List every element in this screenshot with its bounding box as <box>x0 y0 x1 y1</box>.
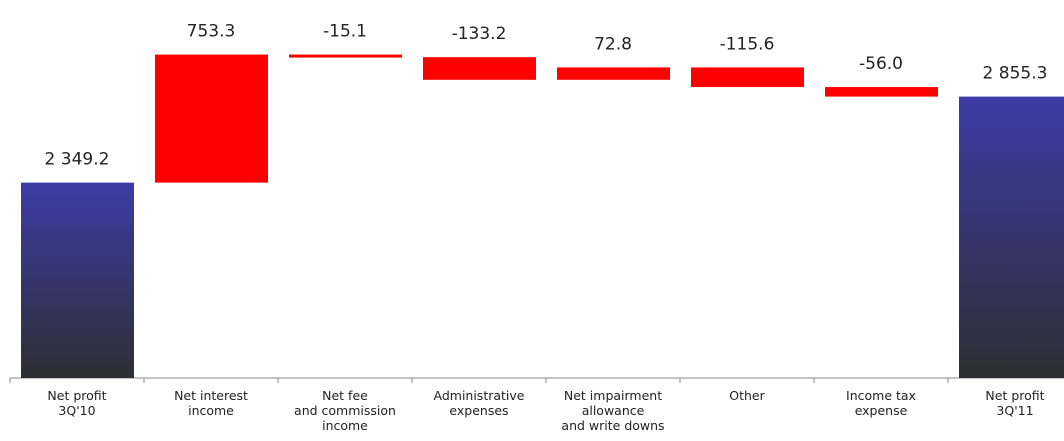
x-tick-label: Net impairment allowance and write downs <box>561 388 665 433</box>
x-tick-label: Income tax expense <box>846 388 916 418</box>
x-tick-label: Net profit 3Q'11 <box>985 388 1045 418</box>
bar <box>423 57 536 80</box>
x-tick-label: Administrative expenses <box>433 388 525 418</box>
value-label: -115.6 <box>720 34 775 54</box>
bar <box>959 96 1064 378</box>
value-label: 72.8 <box>594 34 632 54</box>
value-label: 753.3 <box>187 22 236 42</box>
x-tick-label: Net profit 3Q'10 <box>47 388 107 418</box>
bar <box>289 54 402 58</box>
value-label: 2 349.2 <box>45 150 110 170</box>
x-tick-label: Net interest income <box>174 388 248 418</box>
bar <box>825 87 938 97</box>
x-tick-label: Other <box>729 388 765 403</box>
value-label: -133.2 <box>452 24 507 44</box>
bar <box>691 67 804 88</box>
x-tick-label: Net fee and commission income <box>294 388 396 433</box>
value-label: -56.0 <box>859 54 903 74</box>
value-label: 2 855.3 <box>983 64 1048 84</box>
bar <box>155 54 268 183</box>
bar <box>557 67 670 80</box>
value-label: -15.1 <box>323 22 367 42</box>
bar <box>21 182 134 378</box>
